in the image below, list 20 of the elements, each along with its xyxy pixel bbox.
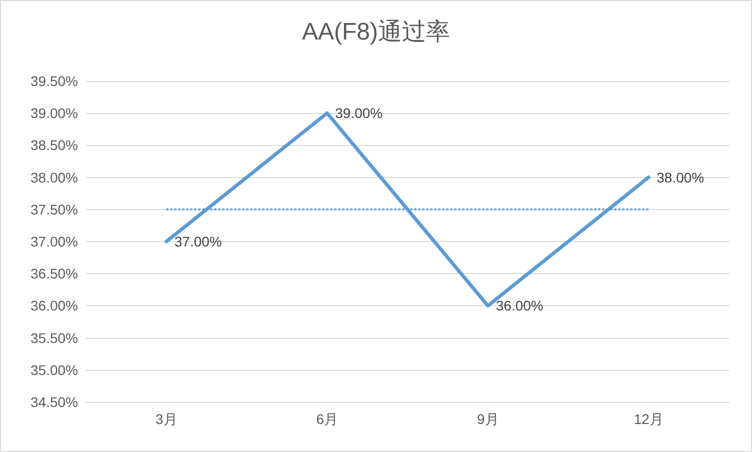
x-tick-label: 12月 <box>634 411 664 427</box>
data-label: 37.00% <box>174 234 222 250</box>
data-label: 36.00% <box>496 298 544 314</box>
y-tick-label: 39.50% <box>30 73 78 89</box>
y-tick-label: 36.50% <box>30 266 78 282</box>
y-tick-label: 38.50% <box>30 137 78 154</box>
y-tick-label: 39.00% <box>30 105 78 122</box>
y-tick-label: 35.50% <box>30 330 78 346</box>
x-tick-label: 9月 <box>476 411 499 427</box>
y-tick-label: 38.00% <box>30 169 78 186</box>
chart-title: AA(F8)通过率 <box>302 18 450 46</box>
y-tick-label: 35.00% <box>30 362 78 378</box>
y-tick-label: 37.00% <box>30 234 78 250</box>
x-tick-label: 3月 <box>155 411 178 427</box>
y-tick-label: 34.50% <box>30 394 78 410</box>
x-tick-label: 6月 <box>316 411 338 427</box>
y-tick-label: 37.50% <box>30 201 78 218</box>
data-label: 38.00% <box>656 169 704 186</box>
y-tick-label: 36.00% <box>30 298 78 314</box>
data-label: 39.00% <box>335 105 383 122</box>
